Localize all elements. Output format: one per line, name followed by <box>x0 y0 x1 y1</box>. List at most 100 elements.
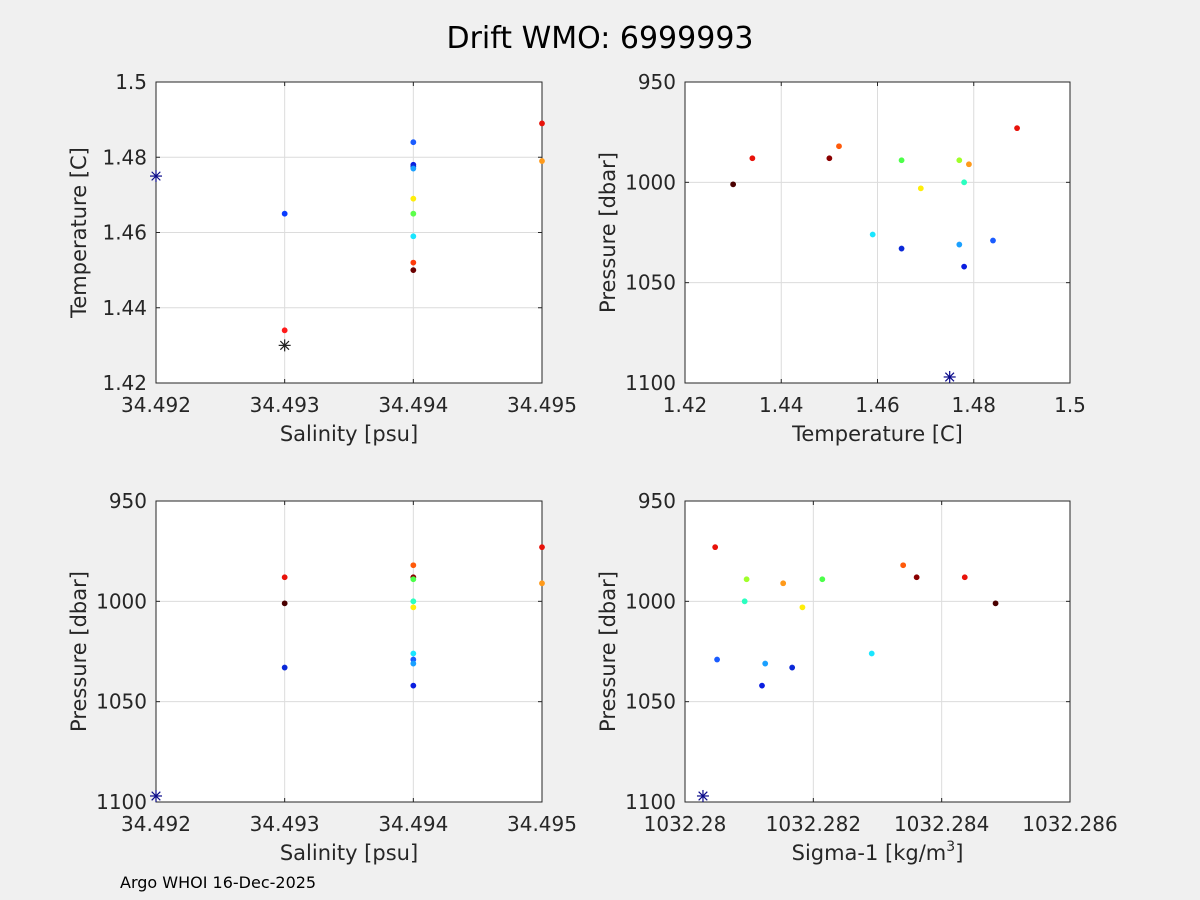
y-tick-label: 1050 <box>625 271 676 295</box>
x-tick-label: 34.492 <box>121 812 191 836</box>
y-axis-label: Temperature [C] <box>67 147 91 319</box>
data-point <box>410 267 417 274</box>
data-point <box>730 181 737 188</box>
y-tick-label: 950 <box>638 70 676 94</box>
x-tick-label: 1.42 <box>663 393 708 417</box>
x-tick-label: 1032.284 <box>894 812 989 836</box>
data-point <box>741 598 748 605</box>
asterisk-stroke <box>944 372 955 382</box>
data-point <box>410 598 417 605</box>
data-point <box>410 195 417 202</box>
axes-frame <box>155 500 543 803</box>
data-point <box>826 155 833 162</box>
y-tick-label: 1050 <box>96 690 147 714</box>
x-tick-label: 34.494 <box>378 812 448 836</box>
x-axis-label: Salinity [psu] <box>280 422 418 446</box>
x-axis-label: Salinity [psu] <box>280 841 418 865</box>
data-point <box>281 327 288 334</box>
x-axis-label-superscript: 3 <box>946 839 955 855</box>
data-point <box>410 682 417 689</box>
y-tick-label: 1.5 <box>115 70 147 94</box>
data-point <box>898 157 905 164</box>
x-tick-label: 1.5 <box>1054 393 1086 417</box>
data-point <box>743 576 750 583</box>
data-point <box>539 544 545 551</box>
panel-pressure-vs-sigma1: 1032.28 1032.282 1032.284 1032.286 950 1000 10… <box>596 489 1118 865</box>
y-tick-label: 1050 <box>625 690 676 714</box>
data-point <box>966 161 972 168</box>
x-tick-label: 34.495 <box>507 812 577 836</box>
data-point <box>836 143 842 150</box>
data-point <box>714 656 720 663</box>
data-point <box>410 165 417 172</box>
data-point <box>410 210 417 217</box>
data-point <box>799 604 806 611</box>
x-axis-label: Temperature [C] <box>791 422 963 446</box>
y-tick-label: 1.42 <box>102 371 147 395</box>
y-tick-label: 950 <box>109 489 147 513</box>
asterisk-stroke <box>151 171 161 181</box>
data-point <box>410 562 417 569</box>
asterisk-marker <box>278 339 291 352</box>
y-tick-label: 1000 <box>96 589 147 613</box>
y-tick-label: 1000 <box>625 589 676 613</box>
data-point <box>410 660 417 667</box>
data-point <box>410 233 417 240</box>
asterisk-stroke <box>151 791 161 801</box>
figure-title: Drift WMO: 6999993 <box>447 21 754 56</box>
data-point <box>410 650 417 657</box>
y-axis-label: Pressure [dbar] <box>596 571 620 732</box>
data-point <box>898 245 905 252</box>
y-tick-label: 1100 <box>625 371 676 395</box>
footer-credit: Argo WHOI 16-Dec-2025 <box>120 873 316 892</box>
x-tick-label: 1032.28 <box>644 812 727 836</box>
plot-area <box>156 501 542 802</box>
data-point <box>539 120 545 127</box>
data-point <box>917 185 924 192</box>
data-point <box>789 664 796 671</box>
x-axis-label: Sigma-1 [kg/m3] <box>792 839 964 865</box>
x-tick-label: 1.48 <box>951 393 996 417</box>
data-point <box>539 158 545 164</box>
x-tick-label: 34.493 <box>250 812 320 836</box>
data-point <box>712 544 719 551</box>
data-point <box>961 574 968 581</box>
data-point <box>281 600 288 607</box>
panel-pressure-vs-salinity: 34.492 34.493 34.494 34.495 950 1000 1050 1100 S… <box>67 489 577 865</box>
data-point <box>410 576 417 583</box>
data-point <box>410 259 417 266</box>
data-point <box>961 179 968 186</box>
data-point <box>749 155 756 162</box>
data-point <box>990 237 996 244</box>
y-tick-label: 1000 <box>625 170 676 194</box>
panel-pressure-vs-temperature: 1.42 1.44 1.46 1.48 1.5 950 1000 1050 1100 Temper… <box>596 70 1086 446</box>
asterisk-marker <box>150 789 162 802</box>
data-point <box>410 604 417 611</box>
data-point <box>992 600 999 607</box>
x-tick-label: 34.492 <box>121 393 191 417</box>
asterisk-stroke <box>698 791 708 801</box>
data-point <box>956 241 963 248</box>
x-tick-label: 34.494 <box>378 393 448 417</box>
data-point <box>819 576 826 583</box>
y-tick-label: 950 <box>638 489 676 513</box>
y-axis-label: Pressure [dbar] <box>596 152 620 313</box>
data-point <box>281 664 288 671</box>
data-point <box>281 574 288 581</box>
asterisk-marker <box>696 789 709 802</box>
x-axis-label-end: ] <box>955 841 963 865</box>
axes-frame <box>684 500 1071 803</box>
y-tick-label: 1100 <box>96 790 147 814</box>
x-tick-label: 1032.282 <box>766 812 861 836</box>
asterisk-stroke <box>279 340 290 351</box>
data-point <box>762 660 769 667</box>
data-point <box>913 574 920 581</box>
x-tick-label: 34.493 <box>250 393 320 417</box>
data-point <box>868 650 875 657</box>
y-tick-label: 1.48 <box>102 145 147 169</box>
plot-area <box>685 501 1070 802</box>
data-point <box>956 157 963 164</box>
data-point <box>1014 125 1020 132</box>
data-point <box>759 682 765 689</box>
